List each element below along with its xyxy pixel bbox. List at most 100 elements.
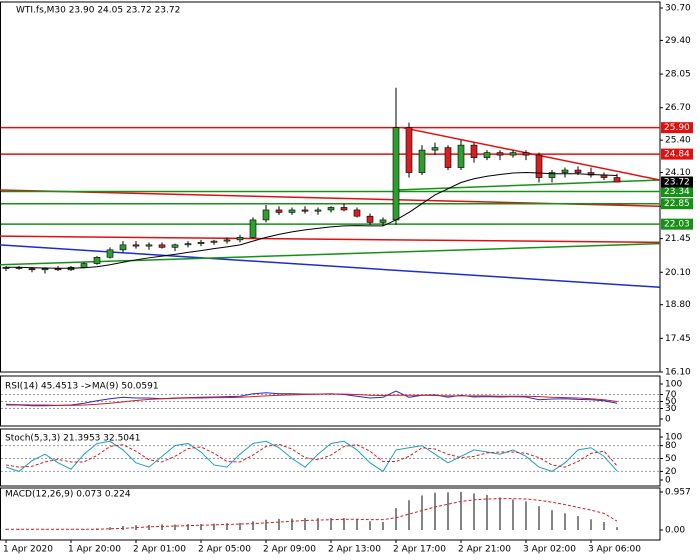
x-tick-label: 2 Apr 01:00 (133, 545, 186, 555)
candle-body (249, 219, 257, 238)
panel-title: Stoch(5,3,3) 21.3953 32.5041 (5, 434, 140, 444)
candle-body (288, 209, 296, 213)
price-label-box (661, 218, 693, 230)
price-label-box (661, 198, 693, 210)
candle-body (80, 263, 88, 268)
y-tick-label: 25.40 (665, 136, 691, 146)
price-label-box (661, 122, 693, 134)
candle-body (509, 152, 517, 156)
price-label-box (661, 185, 693, 197)
price-label-box (661, 148, 693, 160)
candle-body (574, 169, 582, 173)
x-tick-label: 1 Apr 20:00 (68, 545, 121, 555)
y-tick-label: 100 (665, 380, 682, 390)
candle-body (392, 127, 400, 221)
panel-title: MACD(12,26,9) 0.073 0.224 (5, 490, 131, 500)
price-label: 25.90 (664, 123, 690, 133)
candle-body (496, 152, 504, 156)
candle-body (314, 209, 322, 212)
line (5, 440, 618, 473)
candle-body (379, 219, 387, 223)
price-label: 23.34 (664, 187, 690, 197)
candle-body (431, 147, 439, 151)
y-tick-label: 0.957 (665, 488, 691, 498)
x-tick-label: 3 Apr 02:00 (523, 545, 576, 555)
y-tick-label: 18.80 (665, 300, 691, 310)
price-label: 22.85 (664, 199, 690, 209)
candle-body (275, 209, 283, 213)
price-label: 24.84 (664, 150, 690, 160)
y-tick-label: 0 (665, 476, 671, 486)
x-tick-label: 2 Apr 05:00 (198, 545, 251, 555)
y-tick-label: 17.45 (665, 334, 691, 344)
candle-body (353, 209, 361, 217)
y-tick-label: 29.40 (665, 36, 691, 46)
x-tick-label: 3 Apr 06:00 (588, 545, 641, 555)
candle-body (418, 149, 426, 173)
candle-body (444, 147, 452, 168)
candle-body (366, 215, 374, 223)
candle-body (93, 257, 101, 264)
y-tick-label: 21.45 (665, 234, 691, 244)
candle-body (327, 207, 335, 211)
y-tick-label: 28.05 (665, 70, 691, 80)
line (6, 498, 618, 530)
candle-body (184, 243, 192, 246)
x-tick-label: 2 Apr 13:00 (328, 545, 381, 555)
line (6, 172, 618, 269)
candle-body (340, 207, 348, 211)
y-tick-label: 80 (665, 441, 677, 451)
line (5, 443, 618, 468)
candle-body (223, 239, 231, 242)
candle-body (548, 172, 556, 178)
candle-body (535, 154, 543, 178)
candle-body (197, 242, 205, 244)
y-tick-label: 20 (665, 467, 677, 477)
candle-body (41, 268, 49, 271)
panel-frame (0, 428, 661, 487)
y-tick-label: 50 (665, 454, 677, 464)
y-tick-label: 16.10 (665, 368, 691, 378)
candle-body (210, 240, 218, 243)
y-tick-label: 26.70 (665, 103, 691, 113)
candle-body (145, 244, 153, 247)
price-label: 22.03 (664, 220, 690, 230)
candle-body (301, 209, 309, 212)
price-label: 23.72 (664, 178, 690, 188)
trendline (0, 242, 660, 266)
price-label-box (661, 176, 693, 188)
panel-title: RSI(14) 45.4513 ->MA(9) 50.0591 (5, 382, 159, 392)
candle-body (613, 177, 621, 183)
candle-body (457, 144, 465, 168)
candle-body (171, 244, 179, 248)
y-tick-label: 30 (665, 404, 677, 414)
candle-body (470, 144, 478, 158)
candle-body (236, 237, 244, 241)
y-tick-label: 30.70 (665, 4, 691, 14)
y-tick-label: 24.10 (665, 168, 691, 178)
panel-title: WTI.fs,M30 23.90 24.05 23.72 23.72 (16, 6, 180, 16)
y-tick-label: 0.00 (665, 526, 685, 536)
y-tick-label: 70 (665, 390, 677, 400)
x-tick-label: 2 Apr 17:00 (393, 545, 446, 555)
y-tick-label: 0 (665, 415, 671, 425)
x-tick-label: 1 Apr 2020 (3, 545, 53, 555)
panel-frame (0, 487, 661, 541)
candle-body (132, 244, 140, 247)
candle-body (262, 209, 270, 221)
candle-body (561, 169, 569, 173)
trendline (0, 235, 660, 244)
candle-body (158, 244, 166, 248)
y-tick-label: 50 (665, 397, 677, 407)
candle-body (28, 268, 36, 271)
x-tick-label: 2 Apr 09:00 (263, 545, 316, 555)
candle-body (483, 152, 491, 158)
y-tick-label: 20.10 (665, 268, 691, 278)
candle-body (106, 249, 114, 258)
candle-body (522, 152, 530, 156)
candle-body (405, 127, 413, 173)
y-tick-label: 100 (665, 433, 682, 443)
x-tick-label: 2 Apr 21:00 (458, 545, 511, 555)
